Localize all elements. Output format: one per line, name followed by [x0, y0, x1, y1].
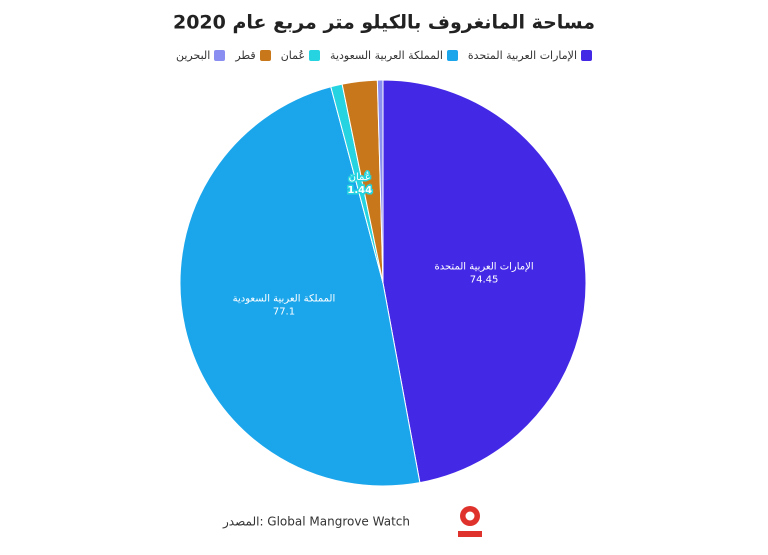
legend-item[interactable]: الإمارات العربية المتحدة — [468, 49, 592, 62]
chart-title: مساحة المانغروف بالكيلو متر مربع عام 202… — [173, 12, 595, 34]
legend-label: المملكة العربية السعودية — [330, 49, 443, 62]
data-label-value: 74.45 — [470, 275, 499, 286]
legend-swatch — [214, 50, 226, 61]
legend-swatch — [581, 50, 592, 61]
legend: الإمارات العربية المتحدة المملكة العربية … — [0, 49, 768, 62]
legend-swatch — [259, 50, 271, 61]
legend-swatch — [446, 50, 458, 61]
pie: الإمارات العربية المتحدة 74.45 المملكة الع… — [179, 79, 587, 487]
legend-label: الإمارات العربية المتحدة — [467, 49, 577, 62]
legend-item[interactable]: قطر — [235, 49, 271, 62]
pie-slice — [179, 86, 421, 487]
data-label-value: 77.1 — [273, 306, 295, 317]
data-label-name: المملكة العربية السعودية — [233, 293, 336, 304]
legend-item[interactable]: البحرين — [175, 49, 226, 62]
pie-slice — [376, 79, 384, 284]
data-label-name: عُمان — [349, 171, 371, 183]
legend-swatch — [309, 50, 321, 61]
source: المصدر: Global Mangrove Watch — [222, 515, 410, 530]
legend-label: قطر — [235, 49, 256, 62]
data-label-name: الإمارات العربية المتحدة — [434, 262, 533, 273]
legend-label: البحرين — [175, 49, 211, 62]
data-label-value: 1.44 — [347, 185, 372, 196]
legend-item[interactable]: المملكة العربية السعودية — [330, 49, 458, 62]
legend-label: عُمان — [280, 49, 306, 62]
logo — [458, 506, 482, 537]
pie-slice — [382, 79, 587, 484]
legend-item[interactable]: عُمان — [280, 49, 321, 62]
